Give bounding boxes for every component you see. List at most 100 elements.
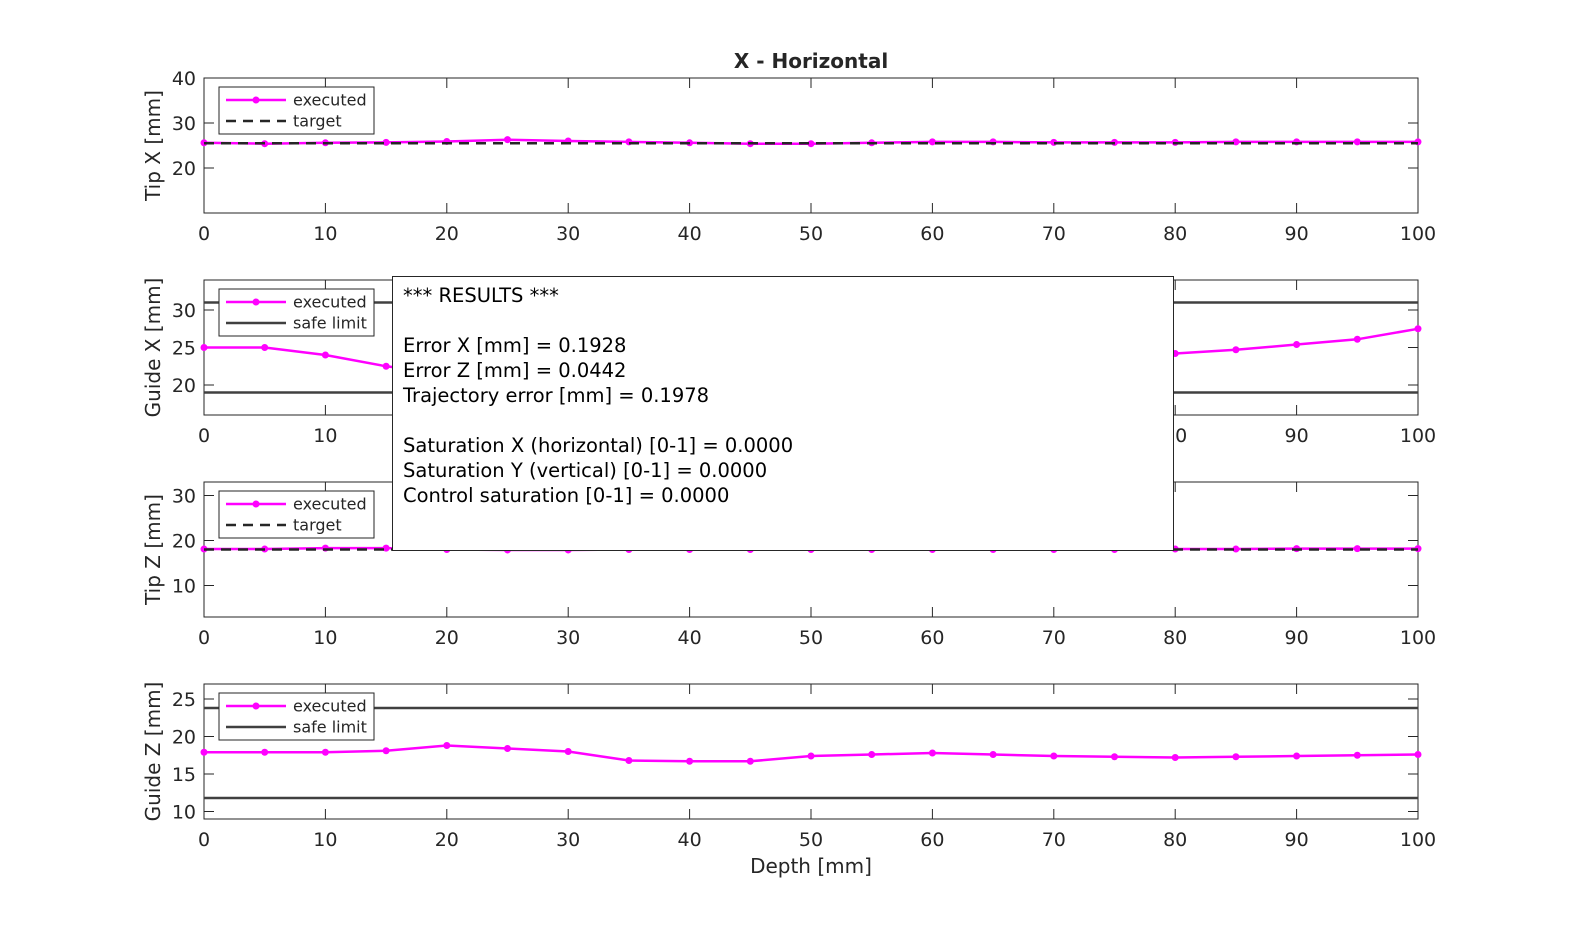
executed-data-point bbox=[1414, 751, 1422, 758]
x-tick-label: 20 bbox=[435, 829, 459, 851]
results-blank-line bbox=[403, 408, 1163, 433]
executed-data-point bbox=[1414, 325, 1422, 333]
executed-data-point bbox=[807, 140, 815, 148]
executed-data-point bbox=[928, 749, 936, 757]
executed-data-point bbox=[1232, 545, 1240, 553]
y-tick-label: 25 bbox=[172, 338, 196, 360]
y-tick-label: 20 bbox=[172, 727, 196, 749]
y-tick-label: 20 bbox=[172, 375, 196, 397]
x-tick-label: 20 bbox=[435, 627, 459, 649]
executed-data-point bbox=[382, 138, 390, 146]
legend-label: safe limit bbox=[293, 718, 367, 737]
x-tick-label: 60 bbox=[920, 223, 944, 245]
executed-data-point bbox=[1293, 341, 1301, 348]
y-axis-label: Guide X [mm] bbox=[141, 278, 165, 418]
legend-marker bbox=[252, 96, 260, 104]
executed-data-point bbox=[928, 138, 936, 146]
x-tick-label: 10 bbox=[313, 223, 337, 245]
figure-title: X - Horizontal bbox=[734, 49, 888, 73]
x-tick-label: 40 bbox=[678, 223, 702, 245]
executed-data-point bbox=[1353, 751, 1361, 759]
legend-label: executed bbox=[293, 697, 367, 716]
x-tick-label: 100 bbox=[1400, 425, 1436, 447]
y-tick-label: 15 bbox=[172, 764, 196, 786]
x-tick-label: 90 bbox=[1285, 829, 1309, 851]
x-tick-label: 50 bbox=[799, 627, 823, 649]
legend: executed safe limit bbox=[218, 692, 375, 741]
legend-label: executed bbox=[293, 91, 367, 110]
x-tick-label: 0 bbox=[198, 425, 210, 447]
x-tick-label: 40 bbox=[678, 627, 702, 649]
x-tick-label: 30 bbox=[556, 627, 580, 649]
executed-data-point bbox=[807, 752, 815, 760]
executed-data-point bbox=[1293, 752, 1301, 760]
executed-data-point bbox=[382, 362, 390, 370]
legend-box bbox=[218, 86, 375, 135]
legend: executed target bbox=[218, 86, 375, 135]
y-tick-label: 30 bbox=[172, 486, 196, 508]
legend-box bbox=[218, 490, 375, 539]
legend-label: executed bbox=[293, 495, 367, 514]
results-saturation-x: Saturation X (horizontal) [0-1] = 0.0000 bbox=[403, 434, 794, 457]
legend-marker bbox=[252, 298, 260, 306]
x-tick-label: 30 bbox=[556, 223, 580, 245]
executed-data-point bbox=[989, 751, 997, 758]
x-tick-label: 50 bbox=[799, 829, 823, 851]
results-control-saturation: Control saturation [0-1] = 0.0000 bbox=[403, 484, 730, 507]
x-tick-label: 70 bbox=[1042, 223, 1066, 245]
x-tick-label: 50 bbox=[799, 223, 823, 245]
executed-data-point bbox=[321, 351, 329, 359]
executed-data-point bbox=[382, 747, 390, 755]
x-tick-label: 70 bbox=[1042, 627, 1066, 649]
x-tick-label: 10 bbox=[313, 829, 337, 851]
y-tick-label: 20 bbox=[172, 531, 196, 553]
executed-data-point bbox=[1232, 346, 1240, 354]
results-error-x: Error X [mm] = 0.1928 bbox=[403, 334, 627, 357]
executed-data-point bbox=[443, 742, 451, 749]
results-header: *** RESULTS *** bbox=[403, 284, 559, 307]
executed-data-point bbox=[200, 344, 208, 351]
x-tick-label: 60 bbox=[920, 627, 944, 649]
x-tick-label: 90 bbox=[1285, 627, 1309, 649]
y-axis-label: Tip X [mm] bbox=[141, 90, 165, 202]
x-axis-label: Depth [mm] bbox=[750, 854, 872, 878]
x-tick-label: 100 bbox=[1400, 627, 1436, 649]
executed-data-point bbox=[1232, 138, 1240, 146]
x-tick-label: 90 bbox=[1285, 223, 1309, 245]
x-tick-label: 0 bbox=[198, 627, 210, 649]
legend-box bbox=[218, 288, 375, 337]
executed-data-point bbox=[1353, 545, 1361, 553]
y-axis-label: Guide Z [mm] bbox=[141, 682, 165, 822]
y-tick-label: 30 bbox=[172, 113, 196, 135]
executed-data-point bbox=[1353, 138, 1361, 146]
x-tick-label: 70 bbox=[1042, 829, 1066, 851]
executed-data-point bbox=[504, 136, 511, 144]
executed-data-point bbox=[1232, 753, 1240, 761]
results-trajectory-error: Trajectory error [mm] = 0.1978 bbox=[403, 384, 710, 407]
executed-data-point bbox=[261, 344, 269, 351]
x-tick-label: 100 bbox=[1400, 223, 1436, 245]
executed-data-point bbox=[321, 748, 329, 756]
legend-label: safe limit bbox=[293, 314, 367, 333]
x-tick-label: 80 bbox=[1163, 223, 1187, 245]
axes-box bbox=[203, 683, 1419, 820]
executed-data-point bbox=[746, 757, 754, 765]
x-tick-label: 60 bbox=[920, 829, 944, 851]
executed-data-point bbox=[868, 751, 876, 758]
legend-label: target bbox=[293, 112, 342, 131]
results-blank-line bbox=[403, 308, 1163, 333]
x-tick-label: 100 bbox=[1400, 829, 1436, 851]
x-tick-label: 20 bbox=[435, 223, 459, 245]
executed-data-point bbox=[625, 757, 633, 764]
legend-marker bbox=[252, 702, 260, 710]
executed-data-point bbox=[1353, 335, 1361, 343]
results-saturation-y: Saturation Y (vertical) [0-1] = 0.0000 bbox=[403, 459, 768, 482]
executed-data-point bbox=[504, 745, 511, 752]
y-tick-label: 10 bbox=[172, 802, 196, 824]
legend: executed target bbox=[218, 490, 375, 539]
x-tick-label: 0 bbox=[198, 223, 210, 245]
executed-data-point bbox=[564, 748, 572, 755]
y-tick-label: 20 bbox=[172, 158, 196, 180]
executed-data-point bbox=[686, 757, 694, 765]
